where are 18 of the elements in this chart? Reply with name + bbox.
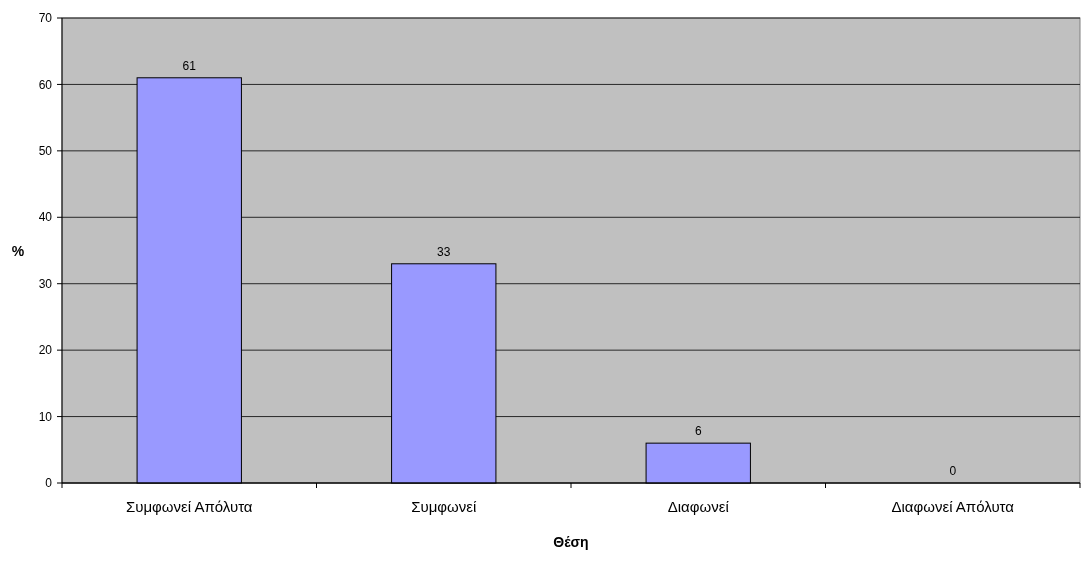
- y-tick-label: 70: [38, 11, 53, 26]
- y-axis-title: %: [11, 242, 25, 259]
- y-tick-label: 20: [38, 343, 53, 358]
- y-tick-label: 0: [45, 476, 53, 491]
- x-tick-label: Διαφωνεί Απόλυτα: [891, 498, 1015, 515]
- data-label: 61: [182, 58, 197, 73]
- x-tick-label: Διαφωνεί: [667, 498, 730, 515]
- y-tick-label: 40: [38, 210, 53, 225]
- data-label: 0: [949, 464, 957, 478]
- x-tick-label: Συμφωνεί Απόλυτα: [125, 498, 253, 515]
- y-tick-label: 30: [38, 276, 53, 291]
- data-label: 33: [437, 244, 451, 259]
- x-axis-title: Θέση: [553, 534, 589, 550]
- data-label: 6: [694, 424, 702, 439]
- y-tick-label: 50: [38, 144, 53, 159]
- y-tick-label: 60: [38, 77, 53, 92]
- y-tick-label: 10: [38, 409, 53, 424]
- x-tick-label: Συμφωνεί: [411, 498, 477, 515]
